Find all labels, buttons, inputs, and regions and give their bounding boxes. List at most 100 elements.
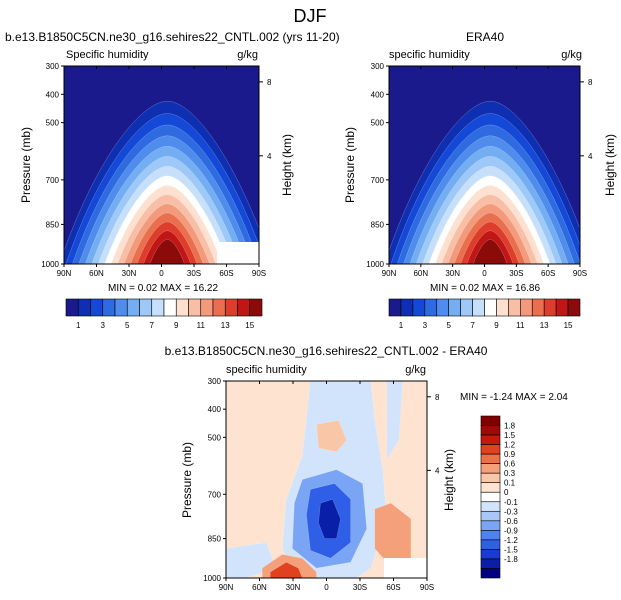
x-tick-label: 30S <box>187 269 201 278</box>
x-tick-label: 90N <box>382 269 397 278</box>
colorbar-label: 15 <box>245 321 254 330</box>
colorbar-label: 1 <box>399 321 404 330</box>
colorbar-swatch <box>102 298 116 317</box>
panel-era40-title: ERA40 <box>466 30 504 44</box>
colorbar-swatch <box>567 298 581 317</box>
difference-region <box>316 420 347 453</box>
panel-model-title: b.e13.B1850C5CN.ne30_g16.sehires22_CNTL.… <box>5 30 340 44</box>
y-tick-label: 1000 <box>366 260 384 269</box>
colorbar-label: 9 <box>174 321 179 330</box>
colorbar-label: 7 <box>470 321 475 330</box>
colorbar-swatch <box>480 482 501 493</box>
colorbar-label: 3 <box>423 321 428 330</box>
colorbar-label: -1.2 <box>504 536 518 545</box>
colorbar-label: 5 <box>446 321 451 330</box>
x-tick-label: 30N <box>286 583 301 592</box>
figure-title: DJF <box>294 6 327 26</box>
colorbar-swatch <box>531 298 545 317</box>
colorbar-swatch <box>472 298 485 317</box>
colorbar-label: -0.3 <box>504 507 518 516</box>
panel-era40-field <box>389 66 580 264</box>
x-tick-label: 30N <box>122 269 137 278</box>
colorbar-swatch <box>496 298 509 317</box>
panel-model-right-label: g/kg <box>237 49 258 61</box>
y-tick-label: 700 <box>208 490 222 499</box>
colorbar-swatch <box>400 298 414 317</box>
y-tick-label: 500 <box>46 119 60 128</box>
y-tick-label: 400 <box>371 90 385 99</box>
colorbar-label: 7 <box>150 321 155 330</box>
colorbar-label: 11 <box>197 321 206 330</box>
x-tick-label: 60N <box>89 269 104 278</box>
colorbar-label: 13 <box>221 321 230 330</box>
colorbar-swatch <box>448 298 461 317</box>
panel-model-stats: MIN = 0.02 MAX = 16.22 <box>108 283 218 294</box>
y-tick-label: 700 <box>46 176 60 185</box>
panel-era40-ylabel-right: Height (km) <box>603 134 617 196</box>
colorbar-swatch <box>480 453 501 464</box>
height-tick-label: 8 <box>588 78 593 87</box>
colorbar-label: 1.8 <box>504 422 516 431</box>
panel-era40-left-label: specific humidity <box>389 49 470 61</box>
x-tick-label: 60S <box>219 269 233 278</box>
y-tick-label: 1000 <box>41 260 59 269</box>
y-tick-label: 500 <box>371 119 385 128</box>
panel-difference-left-label: specific humidity <box>226 364 307 376</box>
humidity-band <box>149 239 185 264</box>
colorbar-swatch <box>436 298 449 317</box>
panel-difference-right-label: g/kg <box>405 364 426 376</box>
panel-era40-ylabel: Pressure (mb) <box>343 127 357 203</box>
height-tick-label: 4 <box>435 466 440 475</box>
panel-model-field <box>64 66 259 264</box>
x-tick-label: 90N <box>219 583 234 592</box>
y-tick-label: 300 <box>46 62 60 71</box>
y-tick-label: 850 <box>46 220 60 229</box>
panel-era40: ERA40 specific humidity g/kg 90N 60N 30N 0 3… <box>343 30 617 330</box>
panel-difference-title: b.e13.B1850C5CN.ne30_g16.sehires22_CNTL.… <box>165 344 488 358</box>
x-tick-label: 0 <box>159 269 164 278</box>
y-tick-label: 1000 <box>203 574 221 583</box>
panel-difference-axes: 90N 60N 30N 0 30S 60S 90S 300 400 500 700 850 1000 8 4 <box>203 377 440 592</box>
colorbar-label: 0.6 <box>504 460 516 469</box>
panel-difference-missing-data <box>384 558 427 578</box>
y-tick-label: 300 <box>208 377 222 386</box>
colorbar-swatch <box>224 298 238 317</box>
x-tick-label: 30N <box>445 269 460 278</box>
colorbar-label: 0.9 <box>504 450 516 459</box>
x-tick-label: 90S <box>573 269 587 278</box>
colorbar-swatch <box>212 298 226 317</box>
colorbar-swatch <box>480 491 501 503</box>
colorbar-swatch <box>480 520 501 531</box>
colorbar-swatch <box>480 549 501 560</box>
panel-era40-stats: MIN = 0.02 MAX = 16.86 <box>430 283 540 294</box>
colorbar-swatch <box>237 298 251 317</box>
x-tick-label: 60S <box>541 269 555 278</box>
colorbar-swatch <box>480 510 501 522</box>
colorbar-label: 15 <box>564 321 573 330</box>
colorbar-swatch <box>480 415 501 426</box>
colorbar-swatch <box>249 298 263 317</box>
x-tick-label: 90S <box>252 269 266 278</box>
colorbar-swatch <box>139 298 153 317</box>
colorbar-swatch <box>480 558 501 569</box>
panel-era40-right-label: g/kg <box>561 49 582 61</box>
x-tick-label: 60N <box>413 269 428 278</box>
colorbar-label: 0 <box>504 488 509 497</box>
y-tick-label: 850 <box>208 535 222 544</box>
panel-difference-stats: MIN = -1.24 MAX = 2.04 <box>460 392 568 403</box>
colorbar-swatch <box>65 298 79 317</box>
x-tick-label: 0 <box>482 269 487 278</box>
colorbar-swatch <box>200 298 214 317</box>
height-tick-label: 4 <box>267 152 272 161</box>
difference-region <box>386 381 404 461</box>
panel-difference-field <box>226 381 427 578</box>
colorbar-swatch <box>114 298 128 317</box>
panel-model-ylabel: Pressure (mb) <box>19 127 33 203</box>
colorbar-swatch <box>188 298 202 317</box>
colorbar-swatch <box>163 298 177 317</box>
panel-difference: b.e13.B1850C5CN.ne30_g16.sehires22_CNTL.… <box>165 344 569 592</box>
colorbar-swatch <box>555 298 569 317</box>
colorbar-label: 1.2 <box>504 441 516 450</box>
colorbar-label: 13 <box>540 321 549 330</box>
